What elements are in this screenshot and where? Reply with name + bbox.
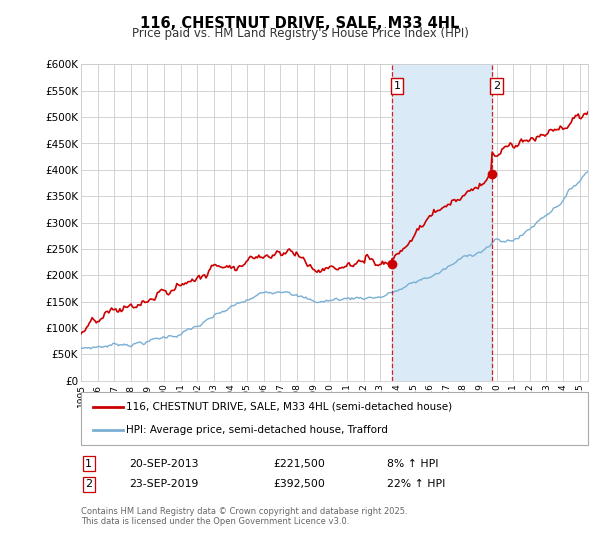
Text: 116, CHESTNUT DRIVE, SALE, M33 4HL: 116, CHESTNUT DRIVE, SALE, M33 4HL xyxy=(140,16,460,31)
Text: Contains HM Land Registry data © Crown copyright and database right 2025.
This d: Contains HM Land Registry data © Crown c… xyxy=(81,507,407,526)
Text: Price paid vs. HM Land Registry's House Price Index (HPI): Price paid vs. HM Land Registry's House … xyxy=(131,27,469,40)
Text: 2: 2 xyxy=(493,81,500,91)
Text: £392,500: £392,500 xyxy=(273,479,325,489)
Text: 116, CHESTNUT DRIVE, SALE, M33 4HL (semi-detached house): 116, CHESTNUT DRIVE, SALE, M33 4HL (semi… xyxy=(126,402,452,412)
Bar xyxy=(392,64,492,381)
Text: 22% ↑ HPI: 22% ↑ HPI xyxy=(387,479,445,489)
Text: 8% ↑ HPI: 8% ↑ HPI xyxy=(387,459,439,469)
Text: 23-SEP-2019: 23-SEP-2019 xyxy=(129,479,199,489)
Text: 20-SEP-2013: 20-SEP-2013 xyxy=(129,459,199,469)
Text: 1: 1 xyxy=(394,81,401,91)
Text: HPI: Average price, semi-detached house, Trafford: HPI: Average price, semi-detached house,… xyxy=(126,425,388,435)
Text: 2: 2 xyxy=(85,479,92,489)
Text: £221,500: £221,500 xyxy=(273,459,325,469)
Text: 1: 1 xyxy=(85,459,92,469)
